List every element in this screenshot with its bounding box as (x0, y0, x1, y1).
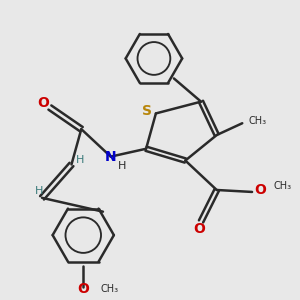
Text: CH₃: CH₃ (274, 181, 292, 191)
Text: CH₃: CH₃ (101, 284, 119, 294)
Text: O: O (37, 96, 49, 110)
Text: S: S (142, 104, 152, 118)
Text: H: H (118, 161, 127, 171)
Text: O: O (193, 222, 205, 236)
Text: CH₃: CH₃ (248, 116, 266, 126)
Text: H: H (76, 155, 84, 165)
Text: O: O (77, 282, 89, 296)
Text: H: H (35, 186, 43, 196)
Text: N: N (105, 150, 117, 164)
Text: O: O (254, 183, 266, 197)
